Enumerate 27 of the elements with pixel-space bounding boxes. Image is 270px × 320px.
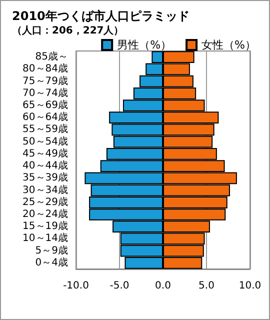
y-tick-label: 35～39歳 [22, 172, 68, 184]
y-tick-label: 20～24歳 [22, 208, 68, 220]
legend-label: 女性（%） [202, 38, 256, 52]
chart-subtitle: （人口：206，227人） [12, 24, 124, 36]
y-tick-label: 10～14歳 [22, 232, 68, 244]
y-tick-label: 60～64歳 [22, 111, 68, 124]
y-tick-label: 65～69歳 [22, 99, 68, 111]
y-tick-label: 25～29歳 [22, 196, 68, 208]
y-tick-label: 70～74歳 [22, 86, 68, 99]
y-tick-label: 55～59歳 [22, 123, 68, 136]
x-tick-label: -5.0 [110, 280, 130, 292]
y-tick-label: 0～4歳 [35, 256, 68, 268]
y-tick-label: 85歳～ [35, 50, 68, 63]
y-tick-label: 15～19歳 [22, 220, 68, 232]
y-tick-label: 30～34歳 [22, 184, 68, 196]
y-tick-label: 80～84歳 [22, 62, 68, 75]
x-tick-label: 0.0 [155, 280, 171, 292]
legend-label: 男性（%） [117, 38, 172, 52]
y-tick-label: 45～49歳 [22, 147, 68, 160]
chart-title: 2010年つくば市人口ピラミッド [12, 9, 190, 23]
y-tick-label: 75～79歳 [22, 74, 68, 87]
x-tick-label: -10.0 [63, 280, 89, 292]
y-tick-label: 40～44歳 [22, 160, 68, 172]
y-tick-label: 50～54歳 [22, 135, 68, 148]
y-tick-label: 5～9歳 [35, 244, 68, 256]
x-tick-label: 10.0 [238, 280, 262, 292]
x-tick-label: 5.0 [198, 280, 214, 292]
